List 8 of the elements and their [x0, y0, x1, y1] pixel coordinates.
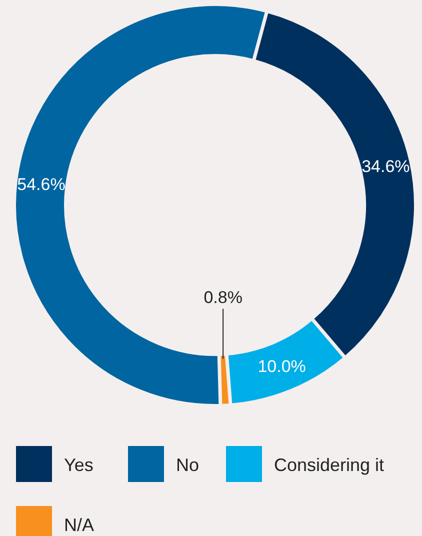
legend-label: No	[176, 455, 200, 475]
legend-label: Yes	[64, 455, 94, 475]
legend-label: Considering it	[274, 455, 384, 475]
legend-label: N/A	[64, 515, 94, 535]
data-label: 0.8%	[204, 288, 242, 307]
data-label: 10.0%	[258, 357, 306, 376]
data-label: 34.6%	[362, 156, 410, 176]
data-label: 54.6%	[17, 175, 66, 194]
